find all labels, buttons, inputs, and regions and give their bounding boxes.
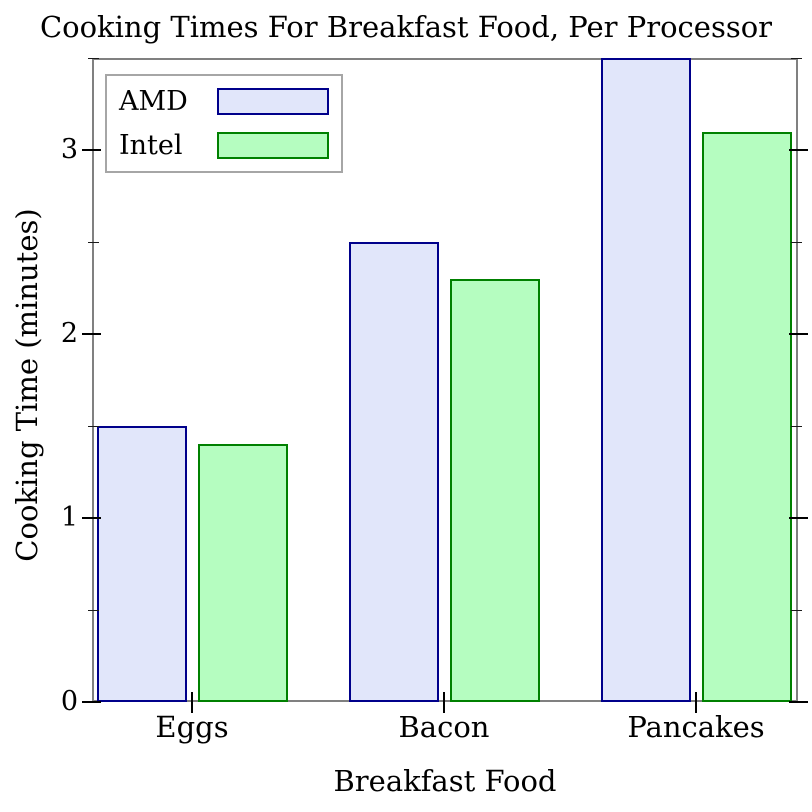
- y-tick-label: 1: [60, 502, 78, 533]
- y-tick-label: 3: [60, 134, 78, 165]
- x-tick-label-eggs: Eggs: [155, 710, 229, 744]
- plot-frame: [92, 58, 798, 702]
- y-tick-label: 2: [60, 318, 78, 349]
- y-tick-major-left: [82, 517, 101, 519]
- x-axis-label: Breakfast Food: [333, 764, 557, 798]
- y-tick-major-right: [789, 517, 808, 519]
- y-tick-minor-right: [791, 609, 802, 611]
- bar-amd-bacon: [349, 242, 439, 702]
- bar-intel-bacon: [450, 278, 540, 702]
- plot-area: 0 1 2 3 Eggs Bacon Pancakes AMD Intel: [61, 57, 808, 744]
- y-tick-major-left: [82, 333, 101, 335]
- y-tick-major-right: [789, 701, 808, 703]
- bar-intel-eggs: [198, 444, 288, 702]
- chart-title: Cooking Times For Breakfast Food, Per Pr…: [39, 10, 773, 44]
- bar-amd-eggs: [97, 426, 187, 702]
- x-tick-label-bacon: Bacon: [398, 710, 490, 744]
- y-tick-minor-right: [791, 241, 802, 243]
- x-tick-label-pancakes: Pancakes: [627, 710, 765, 744]
- legend-swatch-amd: [217, 88, 329, 115]
- legend-label-amd: AMD: [119, 85, 188, 117]
- x-tick-eggs: [191, 692, 193, 713]
- x-tick-bacon: [443, 692, 445, 713]
- y-tick-minor-left: [88, 425, 99, 427]
- y-tick-major-right: [789, 149, 808, 151]
- y-tick-minor-left: [88, 241, 99, 243]
- legend-label-intel: Intel: [119, 129, 183, 161]
- y-tick-minor-left: [88, 57, 99, 59]
- legend-entry-intel: Intel: [119, 124, 329, 168]
- y-tick-label: 0: [60, 686, 78, 717]
- legend-entry-amd: AMD: [119, 80, 329, 124]
- y-tick-minor-right: [791, 57, 802, 59]
- legend-swatch-intel: [217, 132, 329, 159]
- y-tick-minor-right: [791, 425, 802, 427]
- bar-amd-pancakes: [601, 58, 691, 702]
- y-tick-major-left: [82, 149, 101, 151]
- x-tick-pancakes: [695, 692, 697, 713]
- y-tick-major-right: [789, 333, 808, 335]
- y-tick-minor-left: [88, 609, 99, 611]
- bar-intel-pancakes: [702, 131, 792, 702]
- y-tick-major-left: [82, 701, 101, 703]
- legend: AMD Intel: [105, 74, 343, 173]
